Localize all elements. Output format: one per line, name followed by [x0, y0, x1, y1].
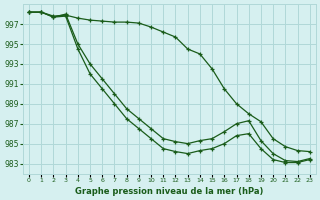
- X-axis label: Graphe pression niveau de la mer (hPa): Graphe pression niveau de la mer (hPa): [75, 187, 264, 196]
